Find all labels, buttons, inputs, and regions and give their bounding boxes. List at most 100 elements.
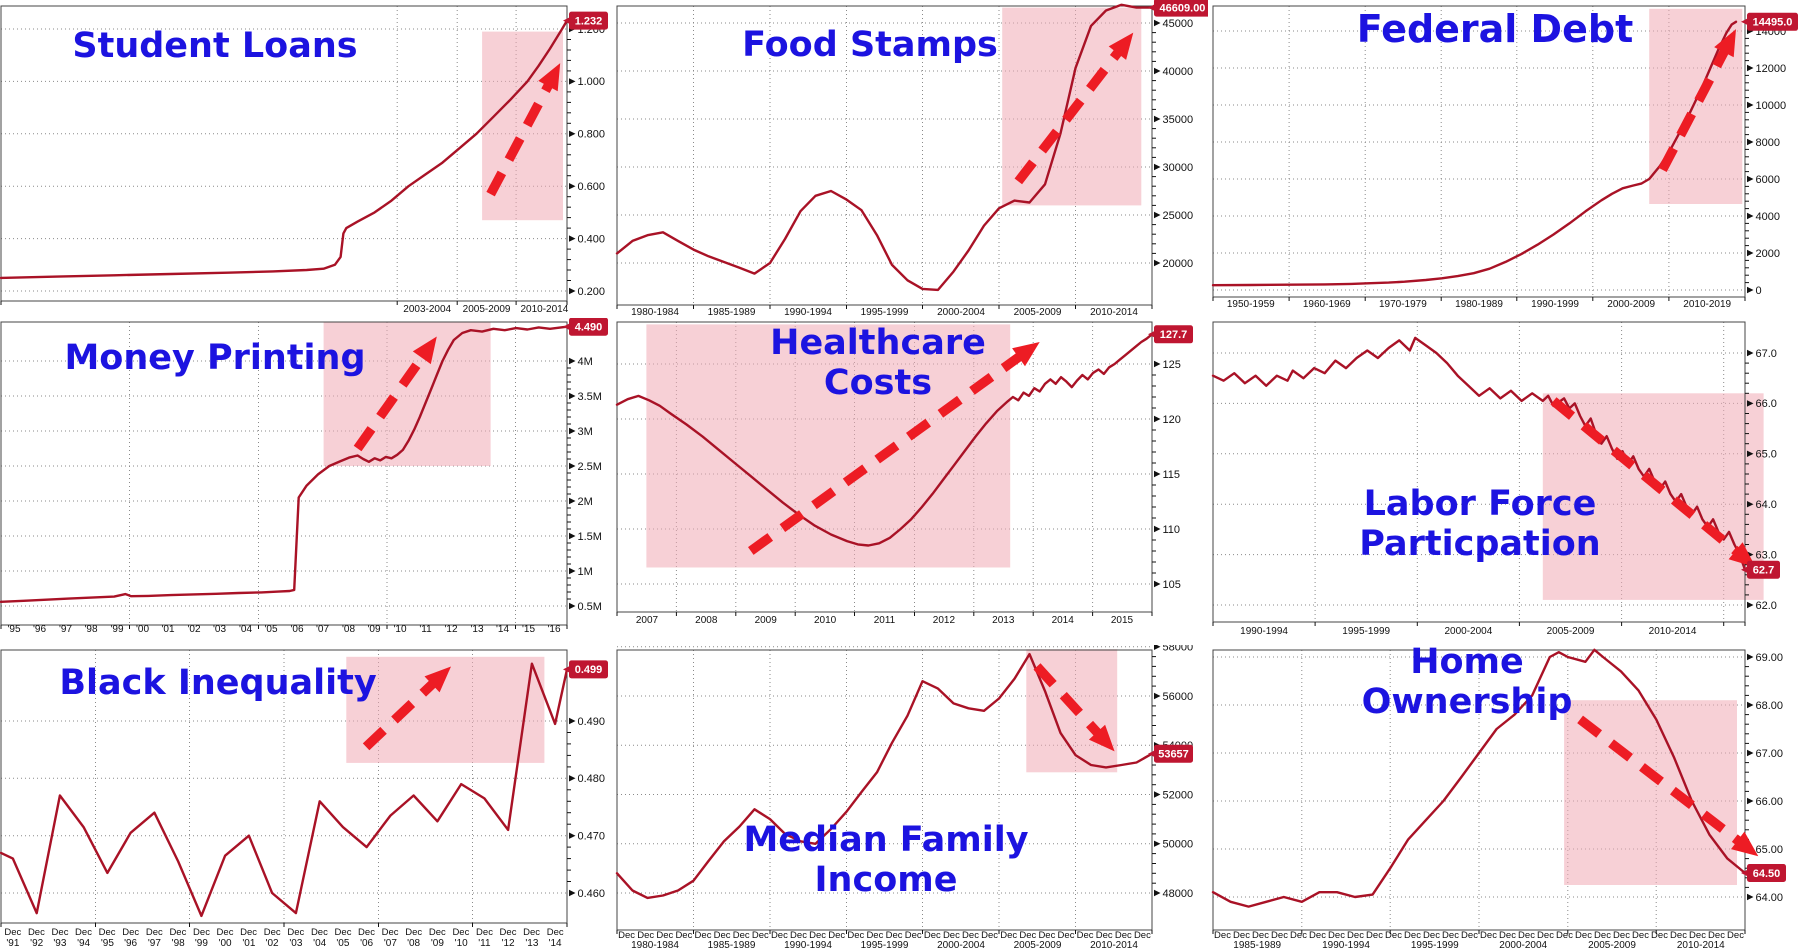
x-dec-label: Dec	[1038, 930, 1055, 941]
x-dec-label: Dec	[1077, 930, 1094, 941]
value-badge	[569, 318, 608, 336]
chart-title-federal-debt: Federal Debt	[1356, 7, 1634, 52]
x-tick-label: '13	[525, 938, 538, 949]
x-tick-label: '92	[30, 938, 43, 949]
x-axis: '91 '92 '93 '94 '95 '96 '97 '98 '99 '00 '01 '02 '03 '…	[0, 923, 568, 949]
y-tick-label: 3M	[578, 426, 593, 438]
value-badge-label: 46609.00	[1160, 2, 1206, 14]
x-dec-label: Dec	[311, 927, 328, 938]
trend-arrow	[353, 351, 428, 452]
plot-border	[1212, 5, 1746, 298]
x-tick-label: 2000-2004	[937, 940, 985, 950]
x-dec-label: Dec	[1632, 930, 1649, 941]
x-dec-label: Dec	[886, 930, 903, 941]
x-dec-label: Dec	[943, 930, 960, 941]
x-tick-label: '07	[316, 624, 329, 635]
x-dec-label: Dec	[1708, 930, 1725, 941]
x-dec-label: Dec	[1058, 930, 1075, 941]
trend-arrow-head	[1012, 342, 1040, 367]
x-dec-label: Dec	[1290, 930, 1307, 941]
y-tick-label: 3.5M	[578, 391, 602, 403]
x-dec-label: Dec	[335, 927, 352, 938]
x-tick-label: 2009	[755, 615, 778, 626]
trend-arrow	[748, 351, 1025, 555]
trend-arrow-head	[538, 63, 561, 92]
x-dec-label: Dec	[75, 927, 92, 938]
trend-arrow	[1550, 397, 1742, 557]
chart-home-ownership: 69.00 68.00 67.00 66.00 65.00 64.00 1985-1989 1…	[1208, 642, 1799, 950]
x-tick-label: '12	[502, 938, 515, 949]
x-dec-label: Dec	[122, 927, 139, 938]
x-dec-label: Dec	[405, 927, 422, 938]
x-dec-label: Dec	[790, 930, 807, 941]
x-tick-label: 2013	[992, 615, 1015, 626]
x-tick-label: '06	[360, 938, 373, 949]
y-tick-label: 1M	[578, 566, 593, 578]
x-dec-label: Dec	[847, 930, 864, 941]
y-tick-label: 25000	[1163, 210, 1194, 222]
x-tick-label: 1990-1994	[1322, 940, 1370, 950]
series-line	[615, 3, 1154, 292]
x-tick-label: 1990-1994	[784, 307, 832, 318]
x-dec-label: Dec	[146, 927, 163, 938]
y-tick-label: 65.00	[1756, 844, 1784, 856]
x-dec-label: Dec	[637, 930, 654, 941]
x-tick-label: 1960-1969	[1303, 299, 1351, 310]
y-axis: 580005600054000520005000048000	[1152, 645, 1193, 900]
x-tick-label: 2005-2009	[463, 304, 511, 315]
y-tick-label: 0.400	[578, 233, 606, 245]
x-dec-label: Dec	[1575, 930, 1592, 941]
x-dec-label: Dec	[675, 930, 692, 941]
x-dec-label: Dec	[1214, 930, 1231, 941]
x-tick-label: '04	[313, 938, 326, 949]
x-tick-label: 2000-2004	[937, 307, 985, 318]
x-tick-label: 1950-1959	[1227, 299, 1275, 310]
x-tick-label: 2005-2009	[1014, 307, 1062, 318]
value-badge-label: 14495.0	[1753, 17, 1793, 29]
y-tick-label: 48000	[1163, 888, 1194, 900]
chart-title-student-loans: Student Loans	[72, 25, 358, 66]
y-tick-label: 10000	[1756, 100, 1787, 112]
y-tick-label: 69.00	[1756, 652, 1784, 664]
x-tick-label: '97	[59, 624, 72, 635]
x-dec-label: Dec	[1423, 930, 1440, 941]
x-tick-label: 1985-1989	[708, 940, 756, 950]
chart-title-black-inequality: Black Inequality	[59, 662, 377, 703]
x-dec-label: Dec	[287, 927, 304, 938]
x-tick-label: '96	[33, 624, 46, 635]
y-tick-label: 0	[1756, 285, 1762, 297]
x-tick-label: 1970-1979	[1379, 299, 1427, 310]
series-line	[0, 325, 569, 603]
plot-border	[616, 649, 1153, 931]
chart-title-labor-force-participation: Labor Force Particpation	[1359, 483, 1601, 564]
value-badge	[1154, 325, 1193, 344]
x-axis: 1950-1959 1960-1969 1970-1979 1980-1989 1990…	[1212, 297, 1746, 310]
x-dec-label: Dec	[1328, 930, 1345, 941]
x-tick-label: '13	[470, 624, 483, 635]
y-tick-label: 0.600	[578, 181, 606, 193]
trend-arrow	[1033, 663, 1104, 739]
x-dec-label: Dec	[169, 927, 186, 938]
chart-black-inequality: 0.490 0.480 0.470 0.460 '91'92'93'94'95'96'9…	[0, 645, 612, 950]
y-tick-label: 6000	[1756, 174, 1780, 186]
trend-arrow-head	[1731, 831, 1759, 857]
x-dec-label: Dec	[1537, 930, 1554, 941]
x-tick-label: '95	[101, 938, 114, 949]
federal-debt-canvas: 140001200010000800060004000200001950-195…	[1211, 5, 1798, 310]
x-tick-label: 2000-2009	[1607, 299, 1655, 310]
x-tick-label: '99	[110, 624, 123, 635]
x-dec-label: Dec	[1518, 930, 1535, 941]
highlight-box	[646, 324, 1011, 568]
highlight-box	[1542, 393, 1764, 600]
y-tick-label: 0.5M	[578, 601, 602, 613]
y-tick-label: 4M	[578, 356, 593, 368]
y-axis: 0.490 0.480 0.470 0.460	[567, 716, 605, 900]
trend-arrow-head	[1088, 724, 1115, 752]
x-dec-label: Dec	[695, 930, 712, 941]
x-dec-label: Dec	[1115, 930, 1132, 941]
x-dec-label: Dec	[547, 927, 564, 938]
x-tick-label: '16	[547, 624, 560, 635]
